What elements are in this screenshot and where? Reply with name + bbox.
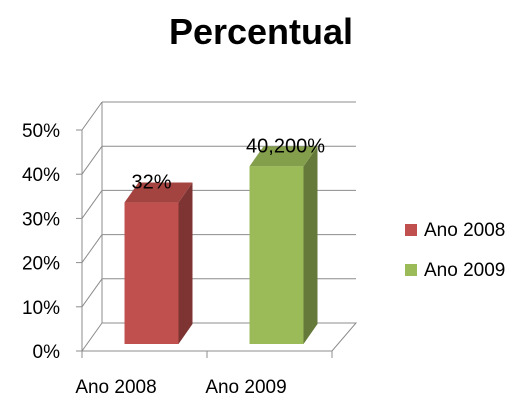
gridline-side (81, 278, 103, 308)
legend: Ano 2008 Ano 2009 (405, 220, 505, 281)
gridline-side (81, 234, 103, 263)
chart-floor (81, 322, 358, 358)
y-tick-label: 40% (22, 165, 60, 186)
y-tick-labels: 0% 10% 20% 30% 40% 50% (22, 121, 60, 363)
legend-label: Ano 2009 (424, 260, 505, 281)
bar-top (124, 182, 193, 203)
data-label: 40,200% (246, 135, 325, 157)
y-tick-label: 50% (22, 121, 60, 142)
gridline-side (81, 190, 103, 219)
y-axis (76, 102, 103, 352)
data-label: 32% (131, 172, 171, 194)
legend-swatch (405, 264, 417, 276)
bar-ano-2008 (124, 182, 193, 344)
x-tick-label: Ano 2008 (75, 377, 156, 398)
y-tick-label: 30% (22, 209, 60, 230)
y-tick-label: 20% (22, 254, 60, 275)
bar-side (303, 146, 318, 344)
gridline-side (81, 101, 103, 131)
data-labels: 32% 40,200% (131, 135, 325, 193)
bar-side (178, 182, 193, 344)
bar-front (124, 202, 179, 344)
x-tick-label: Ano 2009 (205, 377, 286, 398)
y-tick-label: 0% (33, 342, 61, 363)
bar-ano-2009 (249, 146, 318, 344)
bar-top (249, 146, 318, 167)
x-tick-labels: Ano 2008 Ano 2009 (75, 377, 286, 398)
y-tick-label: 10% (22, 298, 60, 319)
legend-label: Ano 2008 (424, 220, 505, 241)
chart-title: Percentual (169, 11, 353, 52)
bars (124, 146, 318, 344)
bar-front (249, 166, 304, 344)
legend-swatch (405, 224, 417, 236)
gridline-side (81, 145, 103, 175)
